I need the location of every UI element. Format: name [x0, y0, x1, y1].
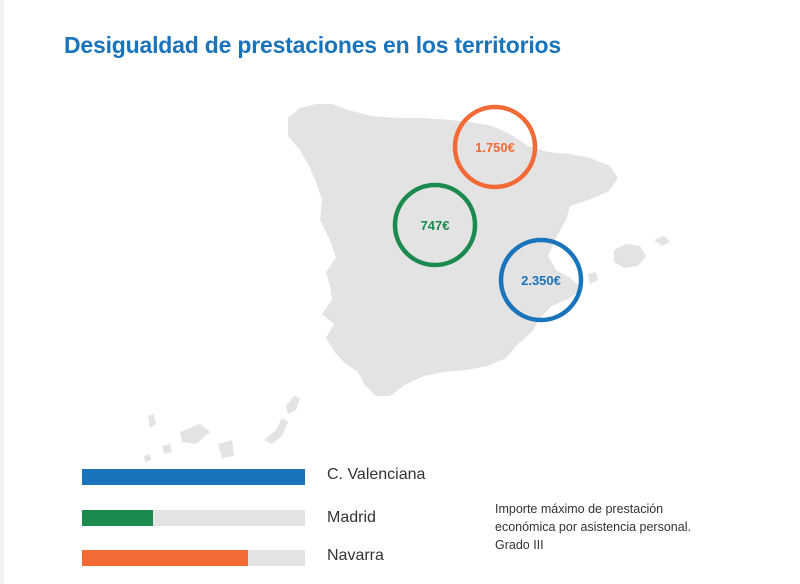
bar-row-valenciana — [82, 469, 305, 485]
note-line-2: económica por asistencia personal. — [495, 520, 691, 534]
value-circles: 2.350€ 747€ 1.750€ — [392, 104, 584, 323]
bar-label-navarra: Navarra — [327, 547, 384, 564]
value-label-madrid: 747€ — [421, 218, 450, 233]
left-edge-strip — [0, 0, 4, 584]
canary-island-2 — [162, 444, 172, 454]
chart-title: Desigualdad de prestaciones en los terri… — [64, 32, 561, 58]
bar-row-madrid — [82, 510, 305, 526]
peninsula-shape — [288, 104, 618, 396]
bar-navarra — [82, 550, 248, 566]
bar-label-valenciana: C. Valenciana — [327, 466, 426, 483]
bar-madrid — [82, 510, 153, 526]
value-label-valenciana: 2.350€ — [521, 273, 561, 288]
circle-valenciana — [498, 237, 584, 323]
balearic-mallorca — [614, 244, 646, 268]
canary-island-1 — [148, 414, 156, 428]
circle-navarra — [452, 104, 538, 190]
value-label-navarra: 1.750€ — [475, 140, 515, 155]
balearic-ibiza — [588, 272, 598, 284]
note-line-3: Grado III — [495, 538, 544, 552]
balearic-menorca — [654, 236, 670, 246]
canary-island-4 — [218, 440, 234, 458]
chart-note: Importe máximo de prestación económica p… — [495, 500, 755, 554]
bar-valenciana — [82, 469, 305, 485]
canary-island-7 — [144, 454, 151, 462]
canary-island-6 — [286, 396, 300, 414]
canary-island-3 — [180, 424, 210, 444]
circle-madrid — [392, 182, 478, 268]
note-line-1: Importe máximo de prestación — [495, 502, 664, 516]
bar-row-navarra — [82, 550, 305, 566]
bar-label-madrid: Madrid — [327, 509, 376, 526]
canary-island-5 — [264, 418, 288, 444]
